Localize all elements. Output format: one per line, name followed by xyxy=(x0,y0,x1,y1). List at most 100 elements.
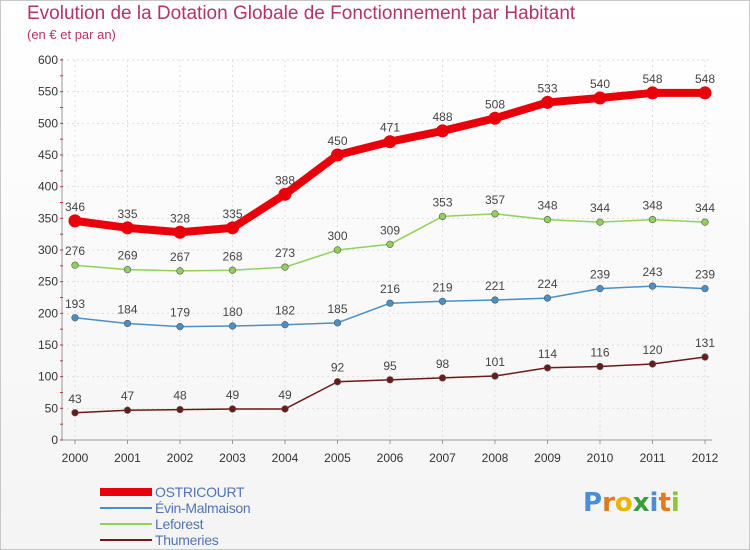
data-label: 268 xyxy=(222,249,242,263)
y-tick-label: 450 xyxy=(38,148,58,162)
data-point xyxy=(491,210,499,218)
data-point xyxy=(543,216,552,224)
data-label: 179 xyxy=(170,306,190,320)
data-point xyxy=(596,218,604,226)
data-label: 221 xyxy=(485,279,505,293)
data-label: 43 xyxy=(68,392,82,406)
data-label: 116 xyxy=(590,346,609,360)
data-label: 49 xyxy=(226,388,240,402)
data-label: 180 xyxy=(222,305,242,319)
data-label: 95 xyxy=(383,359,397,373)
data-point xyxy=(281,263,289,271)
data-point xyxy=(386,376,394,384)
x-tick-label: 2011 xyxy=(640,451,666,465)
x-tick-label: 2001 xyxy=(114,451,141,465)
legend-swatch xyxy=(100,539,152,541)
legend-swatch xyxy=(100,488,152,496)
data-point xyxy=(71,314,79,322)
data-point xyxy=(176,323,184,331)
legend-label: Thumeries xyxy=(155,532,219,548)
data-point xyxy=(71,261,79,269)
data-label: 471 xyxy=(380,121,400,135)
data-point xyxy=(281,405,289,413)
logo-letter: o xyxy=(614,488,633,518)
legend-label: Évin-Malmaison xyxy=(155,500,251,516)
data-point xyxy=(123,319,132,328)
data-label: 300 xyxy=(327,229,347,243)
data-point xyxy=(226,221,239,235)
x-tick-label: 2009 xyxy=(534,451,561,465)
data-label: 224 xyxy=(537,277,557,291)
data-label: 346 xyxy=(65,200,85,214)
data-label: 353 xyxy=(432,195,452,209)
x-tick-label: 2004 xyxy=(272,451,299,465)
data-point xyxy=(701,218,709,226)
data-point xyxy=(68,214,82,228)
data-point xyxy=(331,148,344,162)
data-point xyxy=(698,86,712,100)
data-label: 269 xyxy=(117,249,137,263)
x-tick-label: 2008 xyxy=(482,451,509,465)
data-label: 344 xyxy=(695,201,715,215)
y-tick-label: 400 xyxy=(38,180,58,194)
data-label: 185 xyxy=(327,302,347,316)
data-point xyxy=(176,267,184,275)
chart-subtitle: (en € et par an) xyxy=(27,27,116,42)
logo-letter: i xyxy=(649,488,659,518)
data-point xyxy=(648,360,657,368)
data-label: 335 xyxy=(117,207,137,221)
data-point xyxy=(333,319,342,327)
data-point xyxy=(541,95,554,109)
data-point xyxy=(386,299,394,307)
data-label: 508 xyxy=(485,97,505,111)
x-tick-label: 2010 xyxy=(587,451,614,465)
data-label: 216 xyxy=(380,282,400,296)
data-point xyxy=(491,372,499,380)
data-label: 348 xyxy=(642,199,662,213)
data-label: 450 xyxy=(327,134,347,148)
data-label: 540 xyxy=(590,77,610,91)
logo-letter: t xyxy=(658,488,671,518)
data-label: 273 xyxy=(275,246,295,260)
proxiti-logo: Proxiti xyxy=(583,488,680,518)
y-tick-label: 600 xyxy=(38,53,58,67)
data-point xyxy=(121,221,134,235)
data-label: 98 xyxy=(436,357,450,371)
data-point xyxy=(386,240,394,248)
data-point xyxy=(438,374,447,382)
x-tick-label: 2012 xyxy=(692,451,719,465)
legend-label: OSTRICOURT xyxy=(155,484,245,500)
y-tick-label: 200 xyxy=(38,306,58,320)
data-point xyxy=(228,405,237,413)
y-tick-label: 100 xyxy=(38,370,58,384)
data-point xyxy=(383,135,397,149)
data-label: 335 xyxy=(222,207,242,221)
data-point xyxy=(543,364,552,372)
data-label: 114 xyxy=(538,347,557,361)
x-tick-label: 2006 xyxy=(377,451,404,465)
data-point xyxy=(593,91,607,105)
x-tick-label: 2002 xyxy=(167,451,194,465)
data-point xyxy=(228,322,237,330)
y-tick-label: 300 xyxy=(38,243,58,257)
data-label: 388 xyxy=(275,173,295,187)
data-point xyxy=(543,294,552,302)
data-point xyxy=(646,86,659,100)
y-tick-label: 0 xyxy=(51,433,58,447)
data-point xyxy=(173,225,187,239)
legend-label: Leforest xyxy=(155,516,204,532)
x-tick-label: 2003 xyxy=(219,451,246,465)
data-point xyxy=(701,285,709,293)
logo-letter: i xyxy=(670,488,680,518)
data-point xyxy=(176,406,184,414)
y-tick-label: 500 xyxy=(38,116,58,130)
data-point xyxy=(648,216,657,224)
data-point xyxy=(436,124,449,138)
data-point xyxy=(333,378,342,386)
data-label: 92 xyxy=(331,361,345,375)
legend-swatch xyxy=(100,523,152,525)
data-point xyxy=(228,266,237,274)
data-point xyxy=(596,285,604,293)
data-label: 357 xyxy=(485,193,505,207)
data-label: 243 xyxy=(642,265,662,279)
